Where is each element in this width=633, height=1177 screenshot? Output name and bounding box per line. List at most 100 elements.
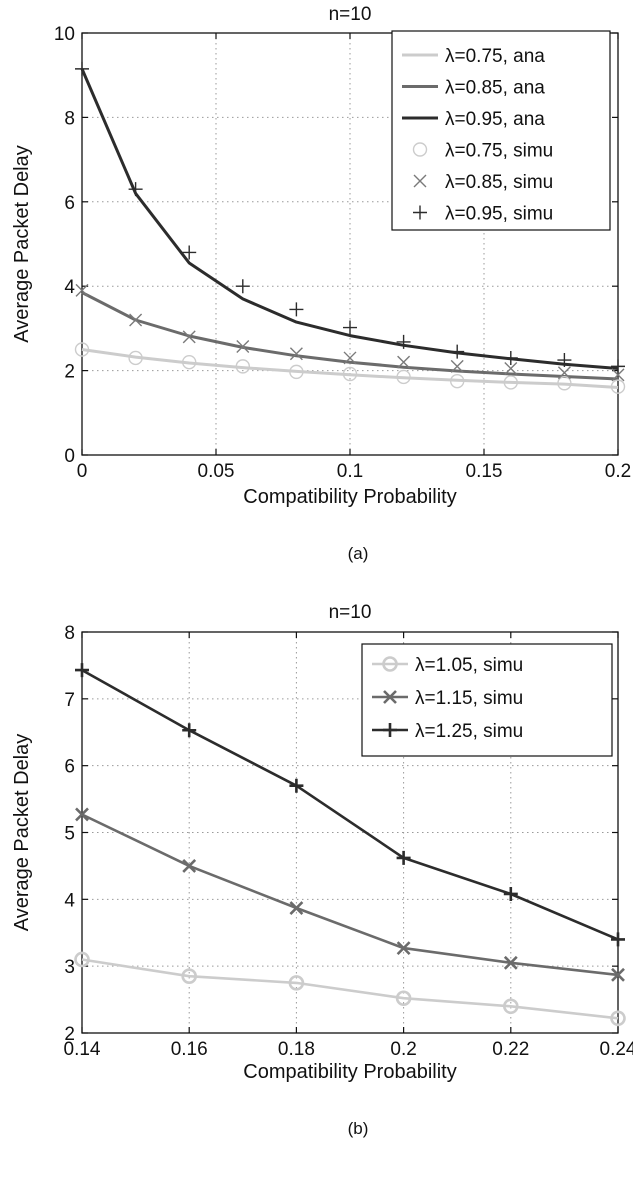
legend-label: λ=0.85, simu <box>445 172 553 193</box>
chart-title: n=10 <box>329 602 372 623</box>
data-point <box>450 359 464 373</box>
x-tick-label: 0 <box>77 461 88 482</box>
series-line <box>81 291 619 381</box>
data-point <box>610 379 626 394</box>
data-point <box>611 967 625 982</box>
legend-label: λ=0.95, ana <box>445 109 545 130</box>
legend-swatch-marker <box>412 142 428 157</box>
data-point <box>289 347 303 361</box>
series-line <box>80 68 619 370</box>
legend-item: λ=0.85, ana <box>402 78 545 99</box>
series-line <box>81 348 619 389</box>
data-point <box>74 951 90 968</box>
data-point <box>503 350 518 365</box>
y-tick-label: 4 <box>64 890 75 911</box>
legend-box <box>391 30 611 231</box>
legend-item: λ=1.05, simu <box>372 655 523 676</box>
series-1 <box>81 348 619 389</box>
data-point <box>181 968 197 984</box>
data-point <box>503 886 518 901</box>
y-tick-label: 3 <box>64 957 75 978</box>
y-tick-label: 0 <box>64 446 75 467</box>
legend-swatch-marker <box>383 690 397 704</box>
data-point <box>128 182 143 197</box>
series-5 <box>75 283 625 382</box>
data-point <box>502 998 519 1015</box>
legend: λ=1.05, simu λ=1.15, simu λ=1.25, simu <box>361 643 613 757</box>
legend-swatch-marker <box>413 174 427 188</box>
x-tick-label: 0.1 <box>337 461 363 482</box>
data-point <box>343 351 357 365</box>
series-2 <box>75 807 625 982</box>
y-tick-label: 6 <box>64 193 75 214</box>
series-line <box>81 668 619 941</box>
legend: λ=0.75, ana λ=0.85, ana λ=0.95, ana λ=0.75,… <box>391 30 611 231</box>
x-tick-label: 0.15 <box>466 461 503 482</box>
data-point <box>397 355 411 369</box>
data-point <box>557 353 572 368</box>
legend-item: λ=0.85, simu <box>413 172 553 193</box>
series-3 <box>80 68 619 370</box>
chart-b: 0.14 0.16 0.18 0.2 0.22 0.24 2 3 4 5 6 7 8 n=10 Compat… <box>11 602 633 1138</box>
y-tick-label: 8 <box>64 108 75 129</box>
data-point <box>503 955 518 970</box>
legend-item: λ=1.15, simu <box>372 688 523 709</box>
data-point <box>182 245 197 260</box>
series-line <box>81 958 619 1020</box>
data-point <box>75 663 89 678</box>
legend-label: λ=0.95, simu <box>445 204 553 225</box>
data-point <box>611 932 625 947</box>
data-point <box>75 61 89 76</box>
data-point <box>450 344 465 359</box>
y-axis-label: Average Packet Delay <box>11 145 33 343</box>
chart-title: n=10 <box>329 4 372 25</box>
data-point <box>74 342 90 357</box>
legend-label: λ=0.75, ana <box>445 46 545 67</box>
data-point <box>129 313 143 327</box>
legend-item: λ=0.95, simu <box>413 204 553 225</box>
data-point <box>182 858 197 873</box>
x-axis-label: Compatibility Probability <box>243 1061 456 1083</box>
data-point <box>504 361 518 375</box>
x-tick-label: 0.05 <box>198 461 235 482</box>
legend-label: λ=1.15, simu <box>415 688 523 709</box>
data-point <box>343 320 357 335</box>
legend-box <box>361 643 613 757</box>
y-tick-label: 6 <box>64 757 75 778</box>
x-tick-label: 0.16 <box>171 1039 208 1060</box>
chart-a: 0 0.05 0.1 0.15 0.2 0 2 4 6 8 10 n=10 Compatibility … <box>11 4 631 563</box>
data-point <box>396 334 411 349</box>
y-tick-label: 10 <box>54 24 75 45</box>
legend-swatch-marker <box>382 656 398 672</box>
data-point <box>75 283 89 297</box>
series-3 <box>75 663 625 947</box>
data-point <box>289 778 304 793</box>
x-axis-label: Compatibility Probability <box>243 486 456 508</box>
data-point <box>342 366 358 382</box>
data-point <box>128 350 143 366</box>
series-4 <box>74 342 626 394</box>
y-axis-label: Average Packet Delay <box>11 734 33 932</box>
series-2 <box>81 291 619 381</box>
legend-item: λ=1.25, simu <box>372 721 523 742</box>
data-point <box>611 359 625 374</box>
figure-caption: (a) <box>348 544 369 563</box>
y-tick-label: 4 <box>64 277 75 298</box>
y-tick-label: 2 <box>64 362 75 383</box>
legend-swatch-marker <box>383 723 397 737</box>
data-point <box>396 941 411 956</box>
data-point <box>181 354 197 370</box>
data-point <box>503 375 518 390</box>
data-point <box>395 990 412 1007</box>
series-1 <box>74 951 626 1027</box>
data-point <box>610 1010 626 1027</box>
series-line <box>81 813 619 977</box>
y-tick-label: 2 <box>64 1024 75 1045</box>
x-tick-label: 0.2 <box>605 461 631 482</box>
data-point <box>450 373 465 389</box>
data-point <box>182 723 197 738</box>
x-tick-label: 0.22 <box>492 1039 529 1060</box>
data-point <box>396 369 411 385</box>
data-point <box>288 975 305 991</box>
